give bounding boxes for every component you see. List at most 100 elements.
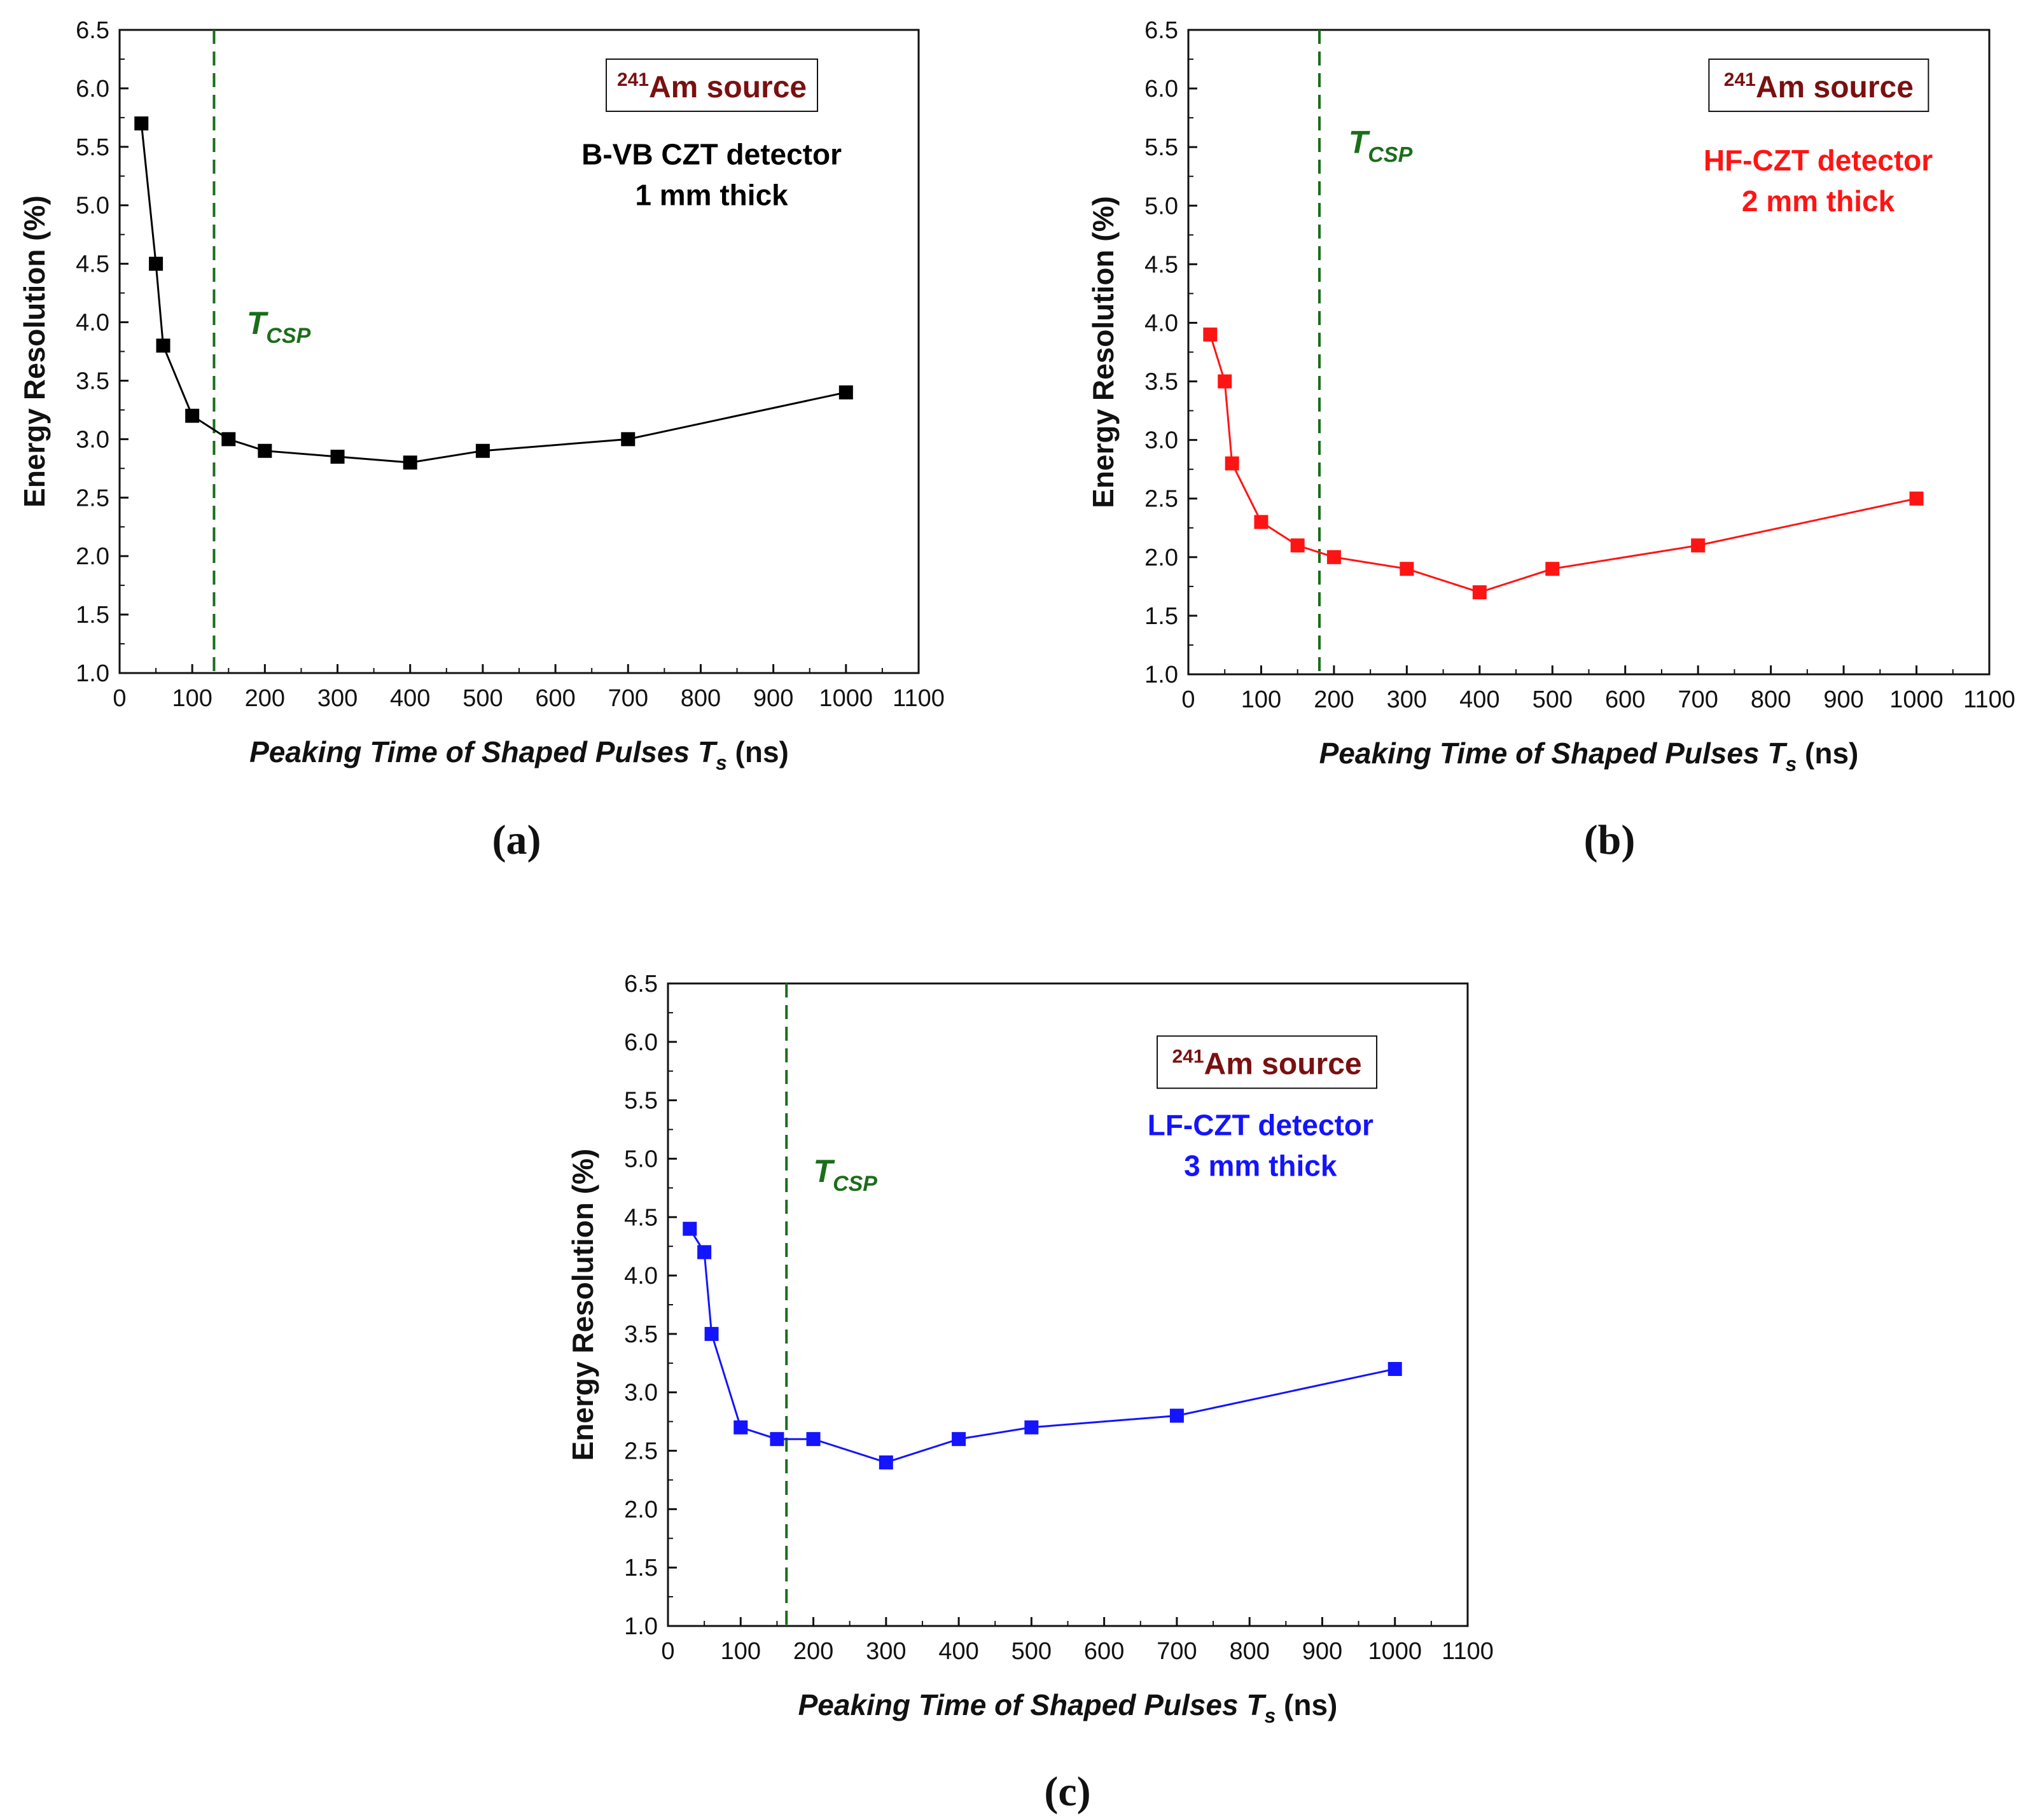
x-axis-title: Peaking Time of Shaped Pulses Ts (ns) [249, 735, 789, 774]
y-tick-label: 2.0 [1144, 545, 1178, 571]
data-point-marker [221, 432, 236, 447]
y-tick-label: 2.5 [1144, 486, 1178, 513]
data-point-marker [475, 443, 490, 458]
x-axis-title-sub: s [716, 751, 727, 774]
y-tick-label: 3.0 [1144, 427, 1178, 454]
x-axis-title-var: T [1767, 737, 1788, 770]
y-tick-label: 3.5 [76, 368, 109, 394]
x-axis-title-sub: s [1785, 753, 1797, 775]
y-tick-label: 6.0 [76, 76, 109, 102]
y-tick-label: 1.5 [1144, 603, 1178, 630]
y-tick-label: 3.0 [624, 1380, 658, 1407]
source-label-sup: 241 [1724, 69, 1756, 90]
x-axis-title: Peaking Time of Shaped Pulses Ts (ns) [1319, 737, 1859, 775]
y-tick-label: 6.5 [624, 971, 658, 997]
series-line [140, 123, 847, 464]
y-tick-label: 6.0 [1144, 76, 1178, 102]
data-point-marker [1024, 1420, 1039, 1434]
data-point-marker [185, 408, 200, 423]
x-axis-title-main: Peaking Time of Shaped Pulses [249, 735, 698, 768]
x-tick-label: 500 [1012, 1638, 1052, 1665]
x-tick-label: 0 [1181, 686, 1195, 713]
y-tick-label: 4.0 [624, 1263, 658, 1289]
data-point-marker [134, 116, 149, 131]
tcsp-label-main: T [814, 1153, 836, 1189]
x-axis-title-sub: s [1264, 1704, 1276, 1727]
chart-panel-c: 0 100 200 300 400 500 600 700 800 900 1000 1100 1.0 1… [566, 971, 1494, 1727]
y-tick-label: 4.5 [76, 251, 109, 278]
x-tick-label: 800 [681, 685, 721, 712]
data-point-marker [683, 1221, 697, 1236]
plot-frame [118, 29, 920, 674]
tcsp-label-sub: CSP [833, 1172, 877, 1196]
x-tick-label: 900 [1823, 686, 1863, 713]
data-point-marker [1387, 1362, 1402, 1376]
panel-label-b: (b) [1584, 817, 1636, 863]
data-point-marker [1909, 491, 1924, 506]
x-axis-title: Peaking Time of Shaped Pulses Ts (ns) [798, 1688, 1338, 1727]
y-tick-label: 6.5 [1144, 17, 1178, 44]
x-tick-label: 900 [753, 685, 793, 712]
y-tick-label: 5.0 [1144, 193, 1178, 219]
data-point-marker [697, 1245, 712, 1260]
data-point-marker [1225, 456, 1239, 471]
data-point-marker [952, 1432, 966, 1447]
x-tick-label: 1100 [1963, 686, 2015, 713]
x-tick-label: 600 [1084, 1638, 1124, 1665]
data-point-marker [806, 1432, 821, 1447]
x-tick-label: 1100 [1442, 1638, 1494, 1665]
data-point-marker [1326, 550, 1341, 564]
x-axis-title-main: Peaking Time of Shaped Pulses [1319, 737, 1768, 770]
x-tick-label: 700 [1678, 686, 1718, 713]
data-point-marker [1545, 562, 1560, 576]
x-tick-label: 100 [721, 1638, 761, 1665]
series-line [689, 1228, 1396, 1464]
series-line [1209, 334, 1917, 594]
source-label-sup: 241 [1172, 1046, 1204, 1067]
y-axis-title: Energy Resolution (%) [566, 1149, 599, 1461]
data-point-marker [1169, 1408, 1184, 1423]
data-point-marker [770, 1432, 784, 1447]
x-tick-label: 300 [866, 1638, 906, 1665]
source-label: 241Am source [1172, 1046, 1361, 1081]
x-tick-label: 400 [390, 685, 430, 712]
tcsp-label-main: T [247, 305, 269, 341]
x-tick-label: 300 [1387, 686, 1427, 713]
data-point-marker [1400, 562, 1414, 576]
detector-label-line1: HF-CZT detector [1704, 144, 1933, 177]
y-tick-label: 4.5 [1144, 251, 1178, 278]
x-tick-label: 0 [113, 685, 126, 712]
y-axis-title: Energy Resolution (%) [1087, 196, 1120, 508]
y-tick-label: 3.0 [76, 426, 109, 453]
data-point-marker [879, 1455, 893, 1469]
x-tick-label: 800 [1751, 686, 1791, 713]
y-tick-label: 2.5 [624, 1438, 658, 1465]
y-tick-label: 1.0 [624, 1613, 658, 1640]
source-label-main: Am source [649, 71, 807, 104]
x-tick-label: 700 [608, 685, 648, 712]
detector-label-line1: LF-CZT detector [1148, 1109, 1373, 1142]
y-tick-label: 5.5 [624, 1088, 658, 1115]
y-tick-label: 5.5 [76, 134, 109, 161]
source-label-sup: 241 [617, 69, 649, 90]
y-tick-label: 6.5 [76, 17, 109, 44]
detector-label-line2: 1 mm thick [635, 178, 788, 211]
x-axis-title-var: T [698, 735, 718, 768]
detector-label-line1: B-VB CZT detector [581, 137, 842, 170]
data-point-marker [621, 432, 636, 447]
y-tick-label: 2.0 [624, 1496, 658, 1523]
chart-panel-b: 0 100 200 300 400 500 600 700 800 900 1000 1100 1.0 1… [1087, 17, 2015, 775]
x-tick-label: 200 [245, 685, 285, 712]
x-tick-label: 0 [661, 1638, 674, 1665]
tcsp-label-main: T [1349, 124, 1371, 160]
tcsp-label: TCSP [1349, 124, 1413, 167]
tcsp-label-sub: CSP [1368, 142, 1412, 167]
x-tick-label: 700 [1157, 1638, 1197, 1665]
y-tick-label: 2.5 [76, 485, 109, 511]
panel-label-c: (c) [1044, 1768, 1090, 1815]
x-tick-label: 100 [172, 685, 212, 712]
y-tick-label: 1.5 [624, 1555, 658, 1581]
y-tick-label: 3.5 [1144, 369, 1178, 396]
x-tick-label: 1000 [1889, 686, 1943, 713]
